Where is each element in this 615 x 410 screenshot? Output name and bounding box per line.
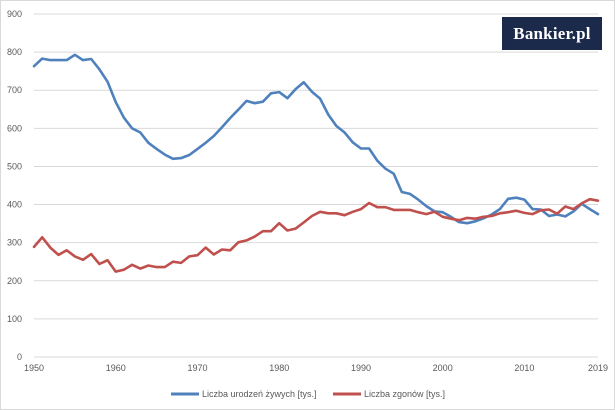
y-tick-label: 800 bbox=[7, 47, 22, 57]
x-tick-label: 1960 bbox=[106, 363, 126, 373]
x-tick-label: 2000 bbox=[433, 363, 453, 373]
y-tick-label: 900 bbox=[7, 9, 22, 19]
legend-label-births: Liczba urodzeń żywych [tys.] bbox=[202, 389, 317, 399]
y-tick-label: 300 bbox=[7, 238, 22, 248]
x-tick-label: 2019 bbox=[588, 363, 608, 373]
series-lines bbox=[32, 53, 600, 273]
y-tick-label: 0 bbox=[17, 352, 22, 362]
legend-label-deaths: Liczba zgonów [tys.] bbox=[364, 389, 445, 399]
x-tick-label: 1970 bbox=[187, 363, 207, 373]
y-axis-ticks: 0 100 200 300 400 500 600 700 800 900 bbox=[7, 9, 22, 362]
y-tick-label: 700 bbox=[7, 85, 22, 95]
x-tick-label: 1980 bbox=[269, 363, 289, 373]
y-tick-label: 200 bbox=[7, 276, 22, 286]
bankier-logo: Bankier.pl bbox=[502, 17, 602, 50]
y-tick-label: 500 bbox=[7, 161, 22, 171]
x-tick-label: 2010 bbox=[514, 363, 534, 373]
y-tick-label: 100 bbox=[7, 314, 22, 324]
gridlines bbox=[34, 13, 598, 358]
series-line-deaths bbox=[32, 197, 600, 273]
legend: Liczba urodzeń żywych [tys.] Liczba zgon… bbox=[171, 389, 445, 399]
x-tick-label: 1990 bbox=[351, 363, 371, 373]
y-tick-label: 400 bbox=[7, 200, 22, 210]
x-axis-ticks: 1950 1960 1970 1980 1990 2000 2010 2019 bbox=[24, 363, 608, 373]
logo-text: Bankier.pl bbox=[513, 23, 591, 43]
series-line-births bbox=[32, 53, 600, 225]
x-tick-label: 1950 bbox=[24, 363, 44, 373]
y-tick-label: 600 bbox=[7, 123, 22, 133]
